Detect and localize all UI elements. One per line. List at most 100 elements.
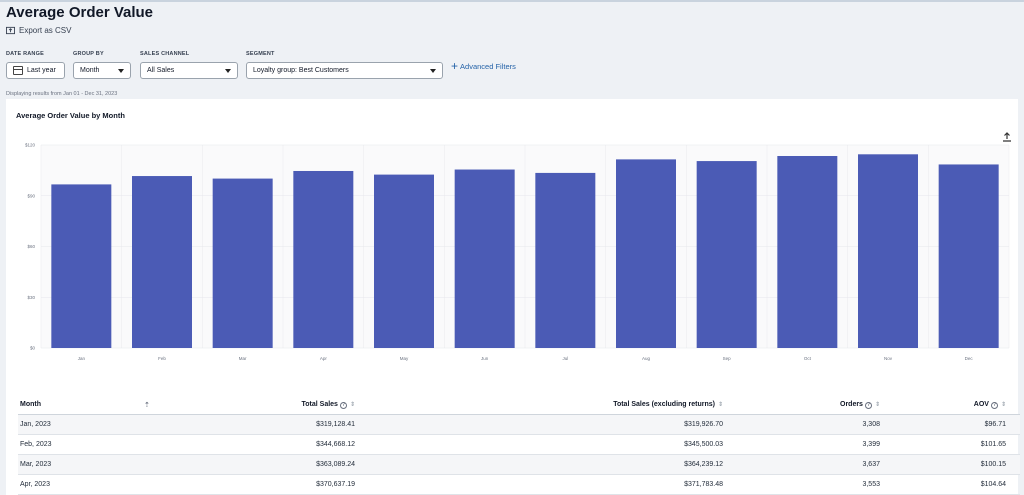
header-month[interactable]: Month bbox=[20, 401, 41, 408]
sales-channel-value: All Sales bbox=[147, 67, 175, 74]
bar-sep[interactable] bbox=[696, 161, 757, 348]
cell-orders: 3,399 bbox=[862, 441, 880, 448]
page-title: Average Order Value bbox=[6, 4, 154, 21]
bar-feb[interactable] bbox=[132, 176, 192, 348]
cell-total-sales: $370,637.19 bbox=[316, 481, 355, 488]
header-total-sales-excl-label: Total Sales (excluding returns) bbox=[613, 401, 715, 408]
top-border bbox=[0, 0, 1024, 2]
help-icon[interactable]: ? bbox=[990, 402, 998, 409]
x-tick-label: Feb bbox=[158, 356, 166, 361]
cell-orders: 3,308 bbox=[862, 421, 880, 428]
cell-total-sales: $319,128.41 bbox=[316, 421, 355, 428]
sales-channel-label: SALES CHANNEL bbox=[140, 51, 190, 57]
x-tick-label: Dec bbox=[965, 356, 974, 361]
chevron-down-icon bbox=[430, 69, 436, 73]
cell-month: Mar, 2023 bbox=[20, 461, 52, 468]
header-total-sales-label: Total Sales bbox=[301, 401, 338, 408]
x-tick-label: May bbox=[400, 356, 409, 361]
y-tick-label: $120 bbox=[25, 143, 36, 148]
y-tick-label: $0 bbox=[30, 346, 36, 351]
sort-icon[interactable]: ⇕ bbox=[349, 402, 355, 408]
cell-orders: 3,637 bbox=[862, 461, 880, 468]
bar-jul[interactable] bbox=[535, 172, 596, 348]
bar-oct[interactable] bbox=[777, 155, 838, 348]
plus-icon: + bbox=[451, 59, 459, 73]
segment-value: Loyalty group: Best Customers bbox=[253, 67, 349, 74]
header-aov[interactable]: AOV? ⇕ bbox=[974, 401, 1006, 409]
x-tick-label: Aug bbox=[642, 356, 651, 361]
date-range-value: Last year bbox=[27, 67, 56, 74]
table-row: Feb, 2023 $344,668.12 $345,500.03 3,399 … bbox=[18, 435, 1020, 455]
sales-channel-select[interactable]: All Sales bbox=[140, 62, 238, 79]
cell-month: Jan, 2023 bbox=[20, 421, 51, 428]
bar-aug[interactable] bbox=[616, 159, 676, 348]
export-icon bbox=[6, 26, 15, 35]
segment-select[interactable]: Loyalty group: Best Customers bbox=[246, 62, 443, 79]
export-csv-button[interactable]: Export as CSV bbox=[6, 26, 71, 35]
cell-month: Feb, 2023 bbox=[20, 441, 52, 448]
share-icon[interactable] bbox=[1002, 132, 1012, 142]
cell-total-sales: $363,089.24 bbox=[316, 461, 355, 468]
cell-total-sales-excl: $364,239.12 bbox=[684, 461, 723, 468]
cell-total-sales-excl: $319,926.70 bbox=[684, 421, 723, 428]
table-row: Mar, 2023 $363,089.24 $364,239.12 3,637 … bbox=[18, 455, 1020, 475]
cell-month: Apr, 2023 bbox=[20, 481, 50, 488]
cell-orders: 3,553 bbox=[862, 481, 880, 488]
sort-arrow-icon[interactable]: ⇡ bbox=[144, 402, 150, 409]
group-by-value: Month bbox=[80, 67, 100, 74]
bar-nov[interactable] bbox=[858, 154, 918, 348]
help-icon[interactable]: ? bbox=[339, 402, 347, 409]
cell-aov: $100.15 bbox=[980, 461, 1006, 468]
sort-icon[interactable]: ⇕ bbox=[1000, 402, 1006, 408]
x-tick-label: Jul bbox=[562, 356, 568, 361]
advanced-filters-button[interactable]: + Advanced Filters bbox=[451, 59, 516, 73]
group-by-select[interactable]: Month bbox=[73, 62, 131, 79]
bar-chart: $0 $30 $60 $90 $120 Jan Feb Mar Apr May Jun Jul Aug S… bbox=[25, 143, 1010, 361]
x-tick-label: Oct bbox=[804, 356, 812, 361]
bar-jun[interactable] bbox=[454, 169, 515, 348]
table-header: Month ⇡ Total Sales? ⇕ Total Sales (exclu… bbox=[18, 395, 1020, 415]
bar-may[interactable] bbox=[374, 174, 434, 348]
sort-icon[interactable]: ⇕ bbox=[874, 402, 880, 408]
sort-icon[interactable]: ⇕ bbox=[717, 402, 723, 408]
calendar-icon bbox=[13, 66, 23, 75]
x-tick-label: Jun bbox=[481, 356, 489, 361]
date-range-label: DATE RANGE bbox=[6, 51, 44, 57]
cell-total-sales-excl: $371,783.48 bbox=[684, 481, 723, 488]
bar-apr[interactable] bbox=[293, 170, 354, 348]
y-tick-label: $90 bbox=[27, 193, 35, 198]
chart-title: Average Order Value by Month bbox=[16, 111, 125, 120]
header-orders[interactable]: Orders? ⇕ bbox=[840, 401, 880, 409]
header-total-sales[interactable]: Total Sales? ⇕ bbox=[302, 401, 355, 409]
x-tick-label: Jan bbox=[78, 356, 86, 361]
cell-aov: $101.65 bbox=[980, 441, 1006, 448]
group-by-label: GROUP BY bbox=[73, 51, 104, 57]
header-aov-label: AOV bbox=[973, 401, 989, 408]
date-range-button[interactable]: Last year bbox=[6, 62, 65, 79]
table-row: Apr, 2023 $370,637.19 $371,783.48 3,553 … bbox=[18, 475, 1020, 495]
cell-total-sales: $344,668.12 bbox=[316, 441, 355, 448]
report-panel: Average Order Value by Month $0 $30 $60 $90… bbox=[6, 99, 1020, 495]
table-row: Jan, 2023 $319,128.41 $319,926.70 3,308 … bbox=[18, 415, 1020, 435]
help-icon[interactable]: ? bbox=[864, 402, 872, 409]
cell-total-sales-excl: $345,500.03 bbox=[684, 441, 723, 448]
advanced-filters-label: Advanced Filters bbox=[460, 61, 516, 71]
header-total-sales-excl[interactable]: Total Sales (excluding returns) ⇕ bbox=[613, 401, 723, 408]
displaying-results-text: Displaying results from Jan 01 - Dec 31,… bbox=[6, 91, 118, 97]
x-tick-label: Apr bbox=[320, 356, 328, 361]
export-csv-label: Export as CSV bbox=[19, 26, 72, 35]
header-orders-label: Orders bbox=[840, 401, 863, 408]
bar-mar[interactable] bbox=[212, 178, 273, 348]
bar-dec[interactable] bbox=[938, 164, 999, 348]
x-tick-label: Mar bbox=[239, 356, 247, 361]
cell-aov: $96.71 bbox=[984, 421, 1006, 428]
segment-label: SEGMENT bbox=[246, 51, 275, 57]
bar-jan[interactable] bbox=[51, 184, 112, 348]
x-tick-label: Nov bbox=[884, 356, 893, 361]
y-tick-label: $30 bbox=[27, 295, 35, 300]
chevron-down-icon bbox=[118, 69, 124, 73]
cell-aov: $104.64 bbox=[980, 481, 1006, 488]
x-tick-label: Sep bbox=[723, 356, 732, 361]
y-tick-label: $60 bbox=[27, 244, 35, 249]
chevron-down-icon bbox=[225, 69, 231, 73]
